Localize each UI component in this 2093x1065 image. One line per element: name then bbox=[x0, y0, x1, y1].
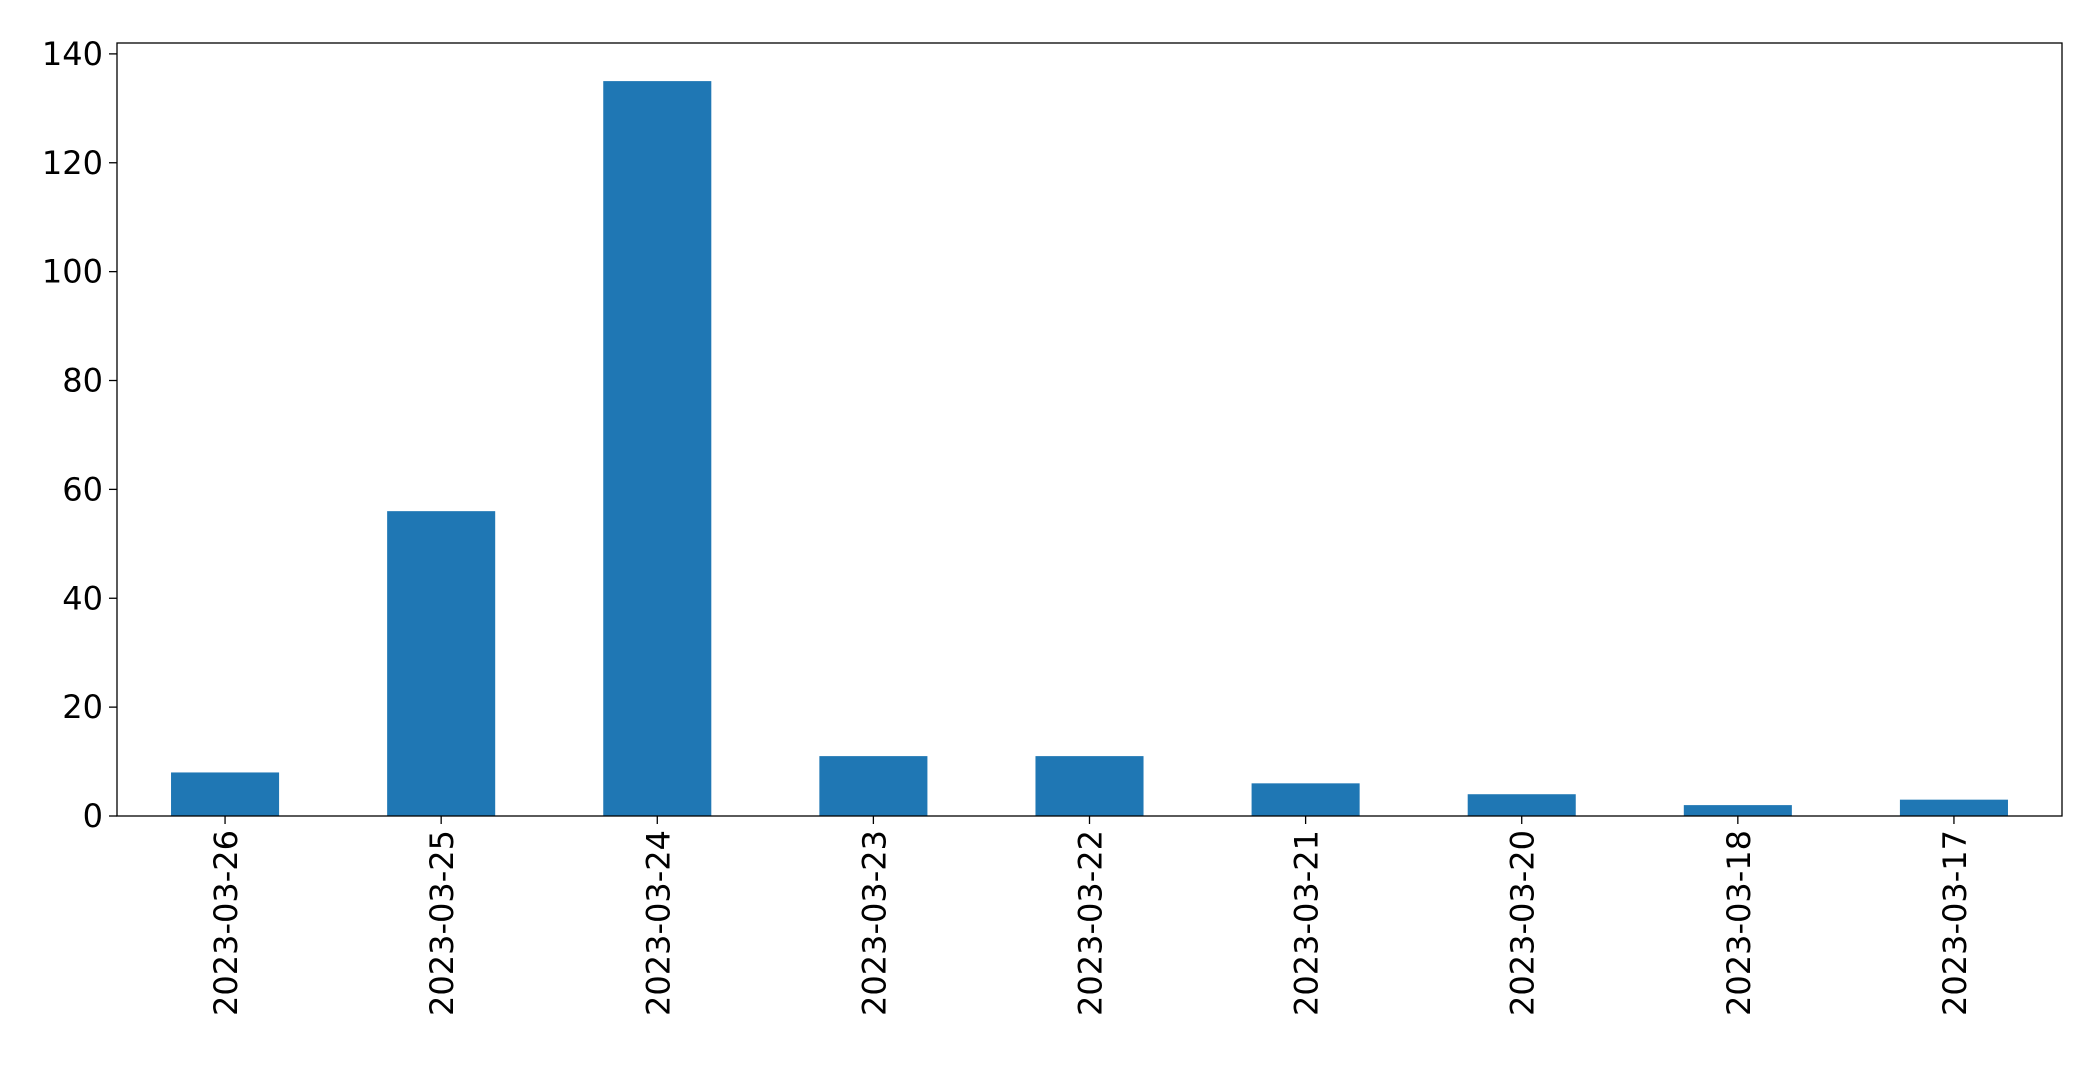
bar-2023-03-23 bbox=[819, 756, 928, 816]
x-tick-label: 2023-03-25 bbox=[423, 830, 461, 1016]
bar-2023-03-24 bbox=[603, 81, 712, 816]
y-tick-label: 0 bbox=[83, 797, 103, 835]
bar-2023-03-18 bbox=[1683, 805, 1792, 816]
x-tick-label: 2023-03-21 bbox=[1288, 830, 1326, 1016]
x-tick-label: 2023-03-23 bbox=[855, 830, 893, 1016]
y-tick-label: 60 bbox=[62, 470, 103, 508]
x-tick-label: 2023-03-24 bbox=[639, 830, 677, 1016]
plot-frame bbox=[116, 42, 2063, 817]
bar-2023-03-17 bbox=[1899, 799, 2008, 816]
y-tick-label: 120 bbox=[42, 144, 103, 182]
bar-2023-03-22 bbox=[1035, 756, 1144, 816]
bars-layer bbox=[171, 81, 2008, 816]
bar-2023-03-20 bbox=[1467, 794, 1576, 816]
y-tick-label: 20 bbox=[62, 688, 103, 726]
x-tick-label: 2023-03-22 bbox=[1072, 830, 1110, 1016]
x-axis: 2023-03-26 2023-03-25 2023-03-24 2023-03-23… bbox=[207, 816, 1974, 1016]
y-tick-label: 80 bbox=[62, 362, 103, 400]
x-tick-label: 2023-03-18 bbox=[1720, 830, 1758, 1016]
y-tick-label: 140 bbox=[42, 35, 103, 73]
bar-2023-03-25 bbox=[387, 511, 496, 816]
y-axis: 0 20 40 60 80 100 120 140 bbox=[42, 35, 117, 835]
bar-2023-03-21 bbox=[1251, 783, 1360, 816]
x-tick-label: 2023-03-17 bbox=[1936, 830, 1974, 1016]
x-tick-label: 2023-03-20 bbox=[1504, 830, 1542, 1016]
y-tick-label: 100 bbox=[42, 253, 103, 291]
bar-2023-03-26 bbox=[171, 772, 280, 816]
y-tick-label: 40 bbox=[62, 579, 103, 617]
x-tick-label: 2023-03-26 bbox=[207, 830, 245, 1016]
